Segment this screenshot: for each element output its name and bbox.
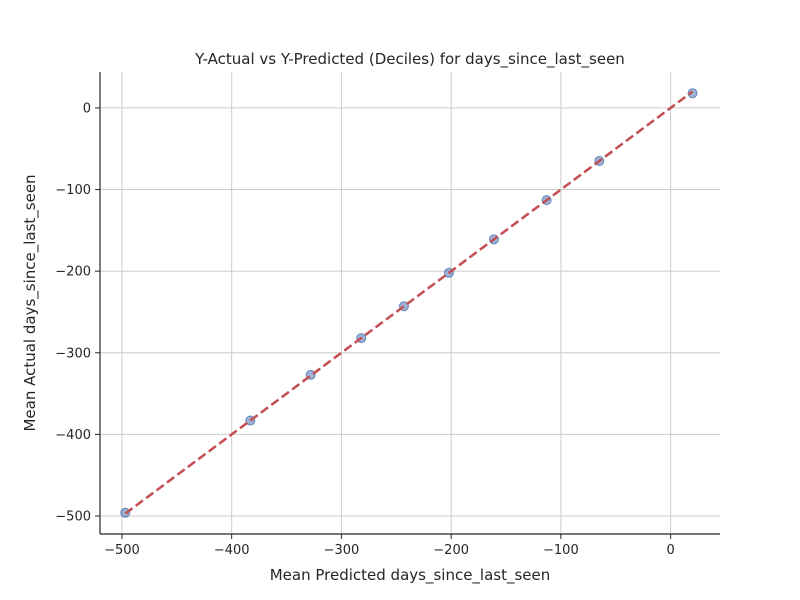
- grid-layer: [100, 72, 720, 534]
- x-tick-label: 0: [666, 543, 674, 558]
- y-tick-label: −400: [55, 428, 91, 443]
- y-tick-label: −200: [55, 265, 91, 280]
- x-tick-label: −100: [543, 543, 579, 558]
- x-tick-label: −500: [104, 543, 140, 558]
- chart-title: Y-Actual vs Y-Predicted (Deciles) for da…: [194, 50, 625, 69]
- reference-line: [124, 90, 694, 515]
- y-axis-label: Mean Actual days_since_last_seen: [21, 174, 40, 431]
- axes-spines: [99, 72, 720, 535]
- x-tick-label: −400: [214, 543, 250, 558]
- x-axis-label: Mean Predicted days_since_last_seen: [270, 566, 551, 585]
- y-tick-label: −300: [55, 346, 91, 361]
- x-tick-label: −200: [433, 543, 469, 558]
- scatter-point: [687, 88, 698, 99]
- x-tick-label: −300: [324, 543, 360, 558]
- ticks-layer: −500 −400 −300 −200 −100 0 0 −100 −200 −300 −400 −5…: [55, 101, 674, 558]
- reference-line-layer: [124, 90, 694, 515]
- y-tick-label: −500: [55, 510, 91, 525]
- y-tick-label: −100: [55, 183, 91, 198]
- y-tick-label: 0: [83, 101, 91, 116]
